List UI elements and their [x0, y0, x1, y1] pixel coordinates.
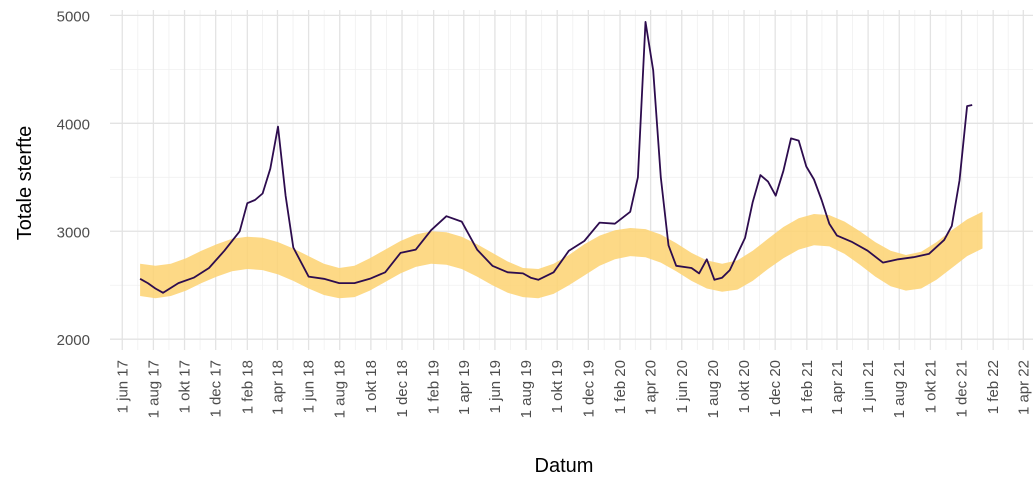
- line-layer: [139, 20, 973, 294]
- x-tick-label: 1 jun 21: [860, 360, 877, 413]
- x-tick-label: 1 apr 19: [456, 360, 473, 415]
- x-tick-label: 1 apr 22: [1015, 360, 1032, 415]
- band-layer: [140, 211, 983, 299]
- expected-range-band: [140, 211, 983, 299]
- x-tick-label: 1 apr 20: [643, 360, 660, 415]
- y-tick-label: 5000: [57, 8, 90, 25]
- x-tick-label: 1 jun 17: [114, 360, 131, 413]
- x-tick-label: 1 okt 19: [549, 360, 566, 413]
- x-tick-label: 1 aug 18: [332, 360, 349, 418]
- y-tick-label: 2000: [57, 332, 90, 349]
- x-tick-label: 1 feb 18: [239, 360, 256, 414]
- x-tick-label: 1 apr 21: [829, 360, 846, 415]
- x-axis-title: Datum: [535, 455, 594, 477]
- x-tick-label: 1 aug 19: [518, 360, 535, 418]
- y-tick-label: 4000: [57, 116, 90, 133]
- x-tick-label: 1 feb 22: [985, 360, 1002, 414]
- x-tick-label: 1 dec 19: [580, 360, 597, 418]
- x-tick-label: 1 okt 17: [177, 360, 194, 413]
- x-tick-label: 1 feb 21: [799, 360, 816, 414]
- total-mortality-line: [139, 20, 973, 294]
- x-tick-label: 1 okt 21: [922, 360, 939, 413]
- x-tick-label: 1 dec 20: [767, 360, 784, 418]
- x-tick-label: 1 aug 20: [705, 360, 722, 418]
- x-tick-label: 1 apr 18: [269, 360, 286, 415]
- grid-minor: [110, 10, 1033, 350]
- y-tick-label: 3000: [57, 224, 90, 241]
- x-tick-label: 1 jun 19: [487, 360, 504, 413]
- x-tick-labels: 1 jun 17 1 aug 17 1 okt 17 1 dec 17 1 feb 18…: [114, 360, 1032, 418]
- x-tick-label: 1 feb 19: [426, 360, 443, 414]
- y-axis-title: Totale sterfte: [14, 126, 36, 241]
- y-tick-labels: 2000 3000 4000 5000: [57, 8, 90, 349]
- x-tick-label: 1 okt 18: [363, 360, 380, 413]
- x-tick-label: 1 jun 18: [301, 360, 318, 413]
- x-tick-label: 1 aug 21: [891, 360, 908, 418]
- x-tick-label: 1 dec 21: [954, 360, 971, 418]
- x-tick-label: 1 okt 20: [736, 360, 753, 413]
- x-tick-label: 1 dec 18: [394, 360, 411, 418]
- grid-major: [110, 10, 1033, 350]
- x-tick-label: 1 feb 20: [612, 360, 629, 414]
- x-tick-label: 1 jun 20: [674, 360, 691, 413]
- x-tick-label: 1 dec 17: [208, 360, 225, 418]
- x-tick-label: 1 aug 17: [145, 360, 162, 418]
